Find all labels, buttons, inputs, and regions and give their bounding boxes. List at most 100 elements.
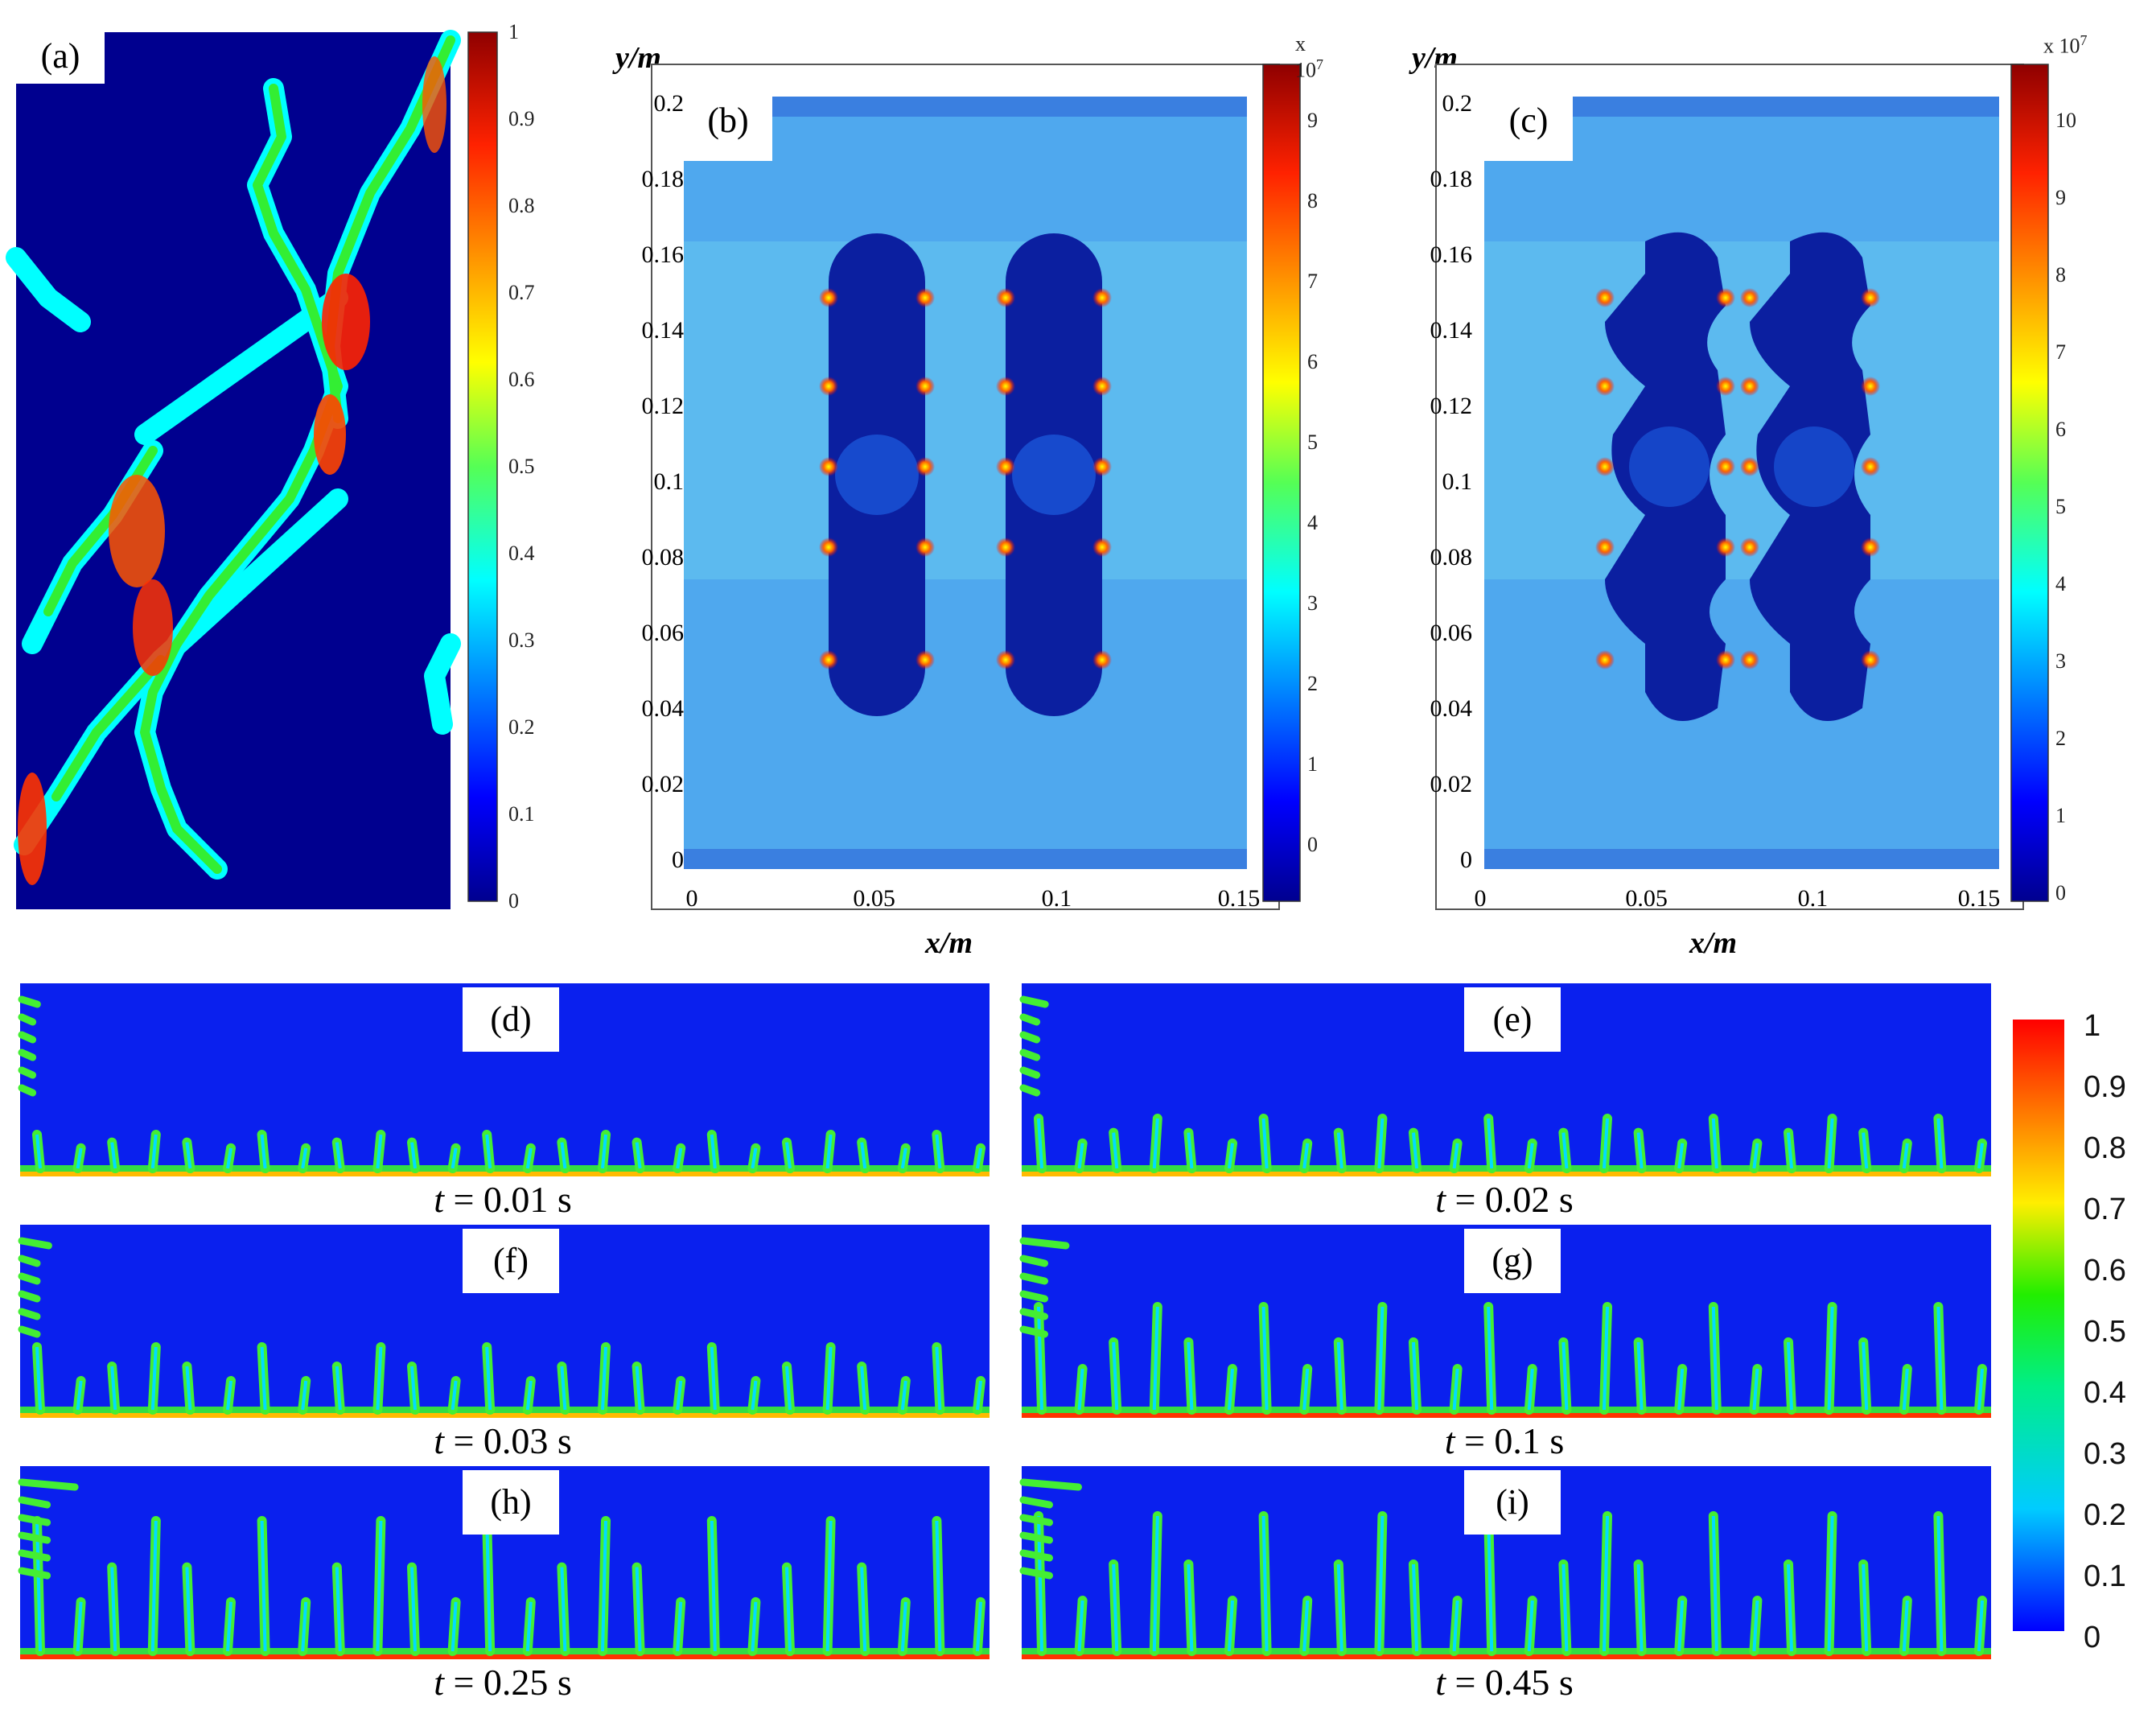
strip-3-finger-core-23 [1902,1368,1909,1411]
shared-colorbar [2013,1020,2064,1631]
panel-a-label: (a) [16,32,105,84]
strip-4-finger-core-3 [150,1520,158,1652]
panel-c-colorbar-tick-5: 5 [2055,495,2066,518]
panel-a-colorbar [467,31,498,902]
strip-0-edge-finger-1 [18,1013,37,1026]
panel-c-ytick-8: 0.04 [1430,695,1473,722]
hotB-tip-1-0 [915,288,935,307]
hotB-tip-3-4 [1092,650,1112,669]
strip-1-finger-core-25 [1977,1143,1984,1169]
strip-5-finger-core-15 [1603,1515,1609,1652]
hotC-tip-1-4 [1716,650,1735,669]
strip-2-finger-core-10 [410,1366,417,1411]
panel-a-colorbar-tick-9: 0.1 [508,802,535,826]
strip-0-label: (d) [463,987,559,1052]
shared-colorbar-tick-6: 0.4 [2084,1376,2126,1410]
panel-a-field [6,30,461,909]
strip-1-finger-core-3 [1152,1118,1159,1169]
strip-2-edge-finger-5 [18,1325,41,1338]
strip-0-finger-core-3 [150,1134,158,1169]
strip-2-finger-core-15 [601,1346,607,1411]
strip-0-edge-finger-5 [18,1084,37,1097]
strip-5-finger-core-14 [1561,1564,1569,1652]
panel-c-ytick-10: 0 [1460,847,1472,873]
strip-0-finger-core-7 [301,1147,308,1169]
panel-c-colorbar-tick-2: 8 [2055,263,2066,286]
panel-c-ytick-2: 0.16 [1430,241,1473,268]
strip-3-finger-core-10 [1412,1341,1418,1411]
strip-2-label: (f) [463,1229,559,1293]
strip-2-finger-core-22 [860,1366,867,1411]
strip-2-finger-core-14 [560,1366,567,1411]
panel-b-ytick-5: 0.1 [653,468,685,495]
panel-c-xtick-0: 0 [1474,885,1487,912]
hotB-tip-0-1 [819,377,838,396]
strip-2-finger-core-24 [935,1346,942,1411]
strip-5-finger-core-12 [1487,1515,1494,1652]
strip-2-finger-core-25 [976,1380,982,1411]
strip-1-finger-core-24 [1936,1118,1944,1169]
strip-4-finger-core-13 [525,1601,533,1652]
strip-1-finger-core-15 [1603,1118,1609,1169]
strip-3-finger-core-11 [1452,1368,1459,1411]
strip-0-finger-core-11 [451,1147,458,1169]
strip-0-finger-core-24 [935,1134,942,1169]
panel-a-colorbar-tick-7: 0.3 [508,628,535,652]
strip-0-edge-finger-4 [18,1066,37,1079]
shared-colorbar-tick-2: 0.8 [2084,1131,2126,1165]
hotB-tip-2-4 [996,650,1015,669]
panel-b-colorbar-tick-8: 1 [1307,752,1318,776]
panel-c-colorbar-tick-4: 6 [2055,418,2066,441]
strip-3-finger-core-6 [1261,1306,1269,1411]
strip-5-finger-core-5 [1228,1600,1234,1652]
strip-3-finger-core-25 [1977,1368,1984,1411]
panel-a-colorbar-tick-3: 0.7 [508,281,535,304]
strip-1-edge-finger-0 [1019,995,1049,1008]
hotC-tip-3-4 [1861,650,1880,669]
strip-5-finger-core-2 [1112,1564,1119,1652]
strip-5-finger-core-20 [1787,1564,1793,1652]
hotB-tip-3-0 [1092,288,1112,307]
panel-b-colorbar-tick-2: 7 [1307,270,1318,293]
strip-3-finger-core-7 [1302,1368,1310,1411]
panel-c-label: (c) [1484,97,1573,161]
panel-a-colorbar-tick-4: 0.6 [508,368,535,391]
hotC-tip-1-3 [1716,538,1735,557]
strip-2-time-value: = 0.03 s [443,1420,572,1461]
strip-4-finger-core-20 [785,1567,792,1652]
panel-c-ytick-4: 0.12 [1430,393,1473,419]
panel-b-xtick-1: 0.05 [853,885,895,912]
strip-1-edge-finger-5 [1019,1084,1041,1097]
strip-1-edge-finger-1 [1019,1013,1041,1026]
panel-b-ytick-10: 0 [672,847,684,873]
strip-0-finger-core-13 [525,1147,533,1169]
shared-colorbar-tick-8: 0.2 [2084,1498,2126,1532]
panel-b-xtick-0: 0 [685,885,698,912]
strip-5-finger-core-25 [1977,1600,1984,1652]
strip-5-finger-core-9 [1377,1515,1385,1652]
strip-3-field [1019,1225,1991,1418]
strip-4-finger-core-11 [451,1601,458,1652]
strip-0-edge-finger-0 [18,995,41,1008]
panel-c-multiplier: x 107 [2043,32,2088,58]
strip-5-finger-core-13 [1527,1600,1534,1652]
strip-0-finger-core-5 [226,1147,232,1169]
strip-3-finger-core-17 [1677,1368,1685,1411]
strip-0-finger-core-20 [785,1142,792,1169]
strip-4-finger-core-19 [751,1601,758,1652]
panel-b-colorbar-tick-6: 3 [1307,591,1318,615]
strip-3-finger-core-0 [1037,1306,1043,1411]
strip-0-finger-core-6 [260,1134,267,1169]
strip-0-finger-core-12 [485,1134,492,1169]
panel-b-colorbar-tick-4: 5 [1307,431,1318,454]
strip-1-finger-core-14 [1561,1132,1569,1169]
strip-1-finger-core-5 [1228,1143,1234,1169]
panel-b-colorbar-tick-5: 4 [1307,511,1318,534]
strip-1-finger-core-16 [1636,1132,1644,1169]
strip-4-finger-core-5 [226,1601,232,1652]
panel-c-ytick-7: 0.06 [1430,620,1473,646]
strip-3-edge-finger-2 [1019,1272,1048,1285]
strip-0-finger-core-18 [710,1134,717,1169]
shared-colorbar-tick-7: 0.3 [2084,1437,2126,1471]
strip-4-edge-finger-0 [18,1478,79,1491]
